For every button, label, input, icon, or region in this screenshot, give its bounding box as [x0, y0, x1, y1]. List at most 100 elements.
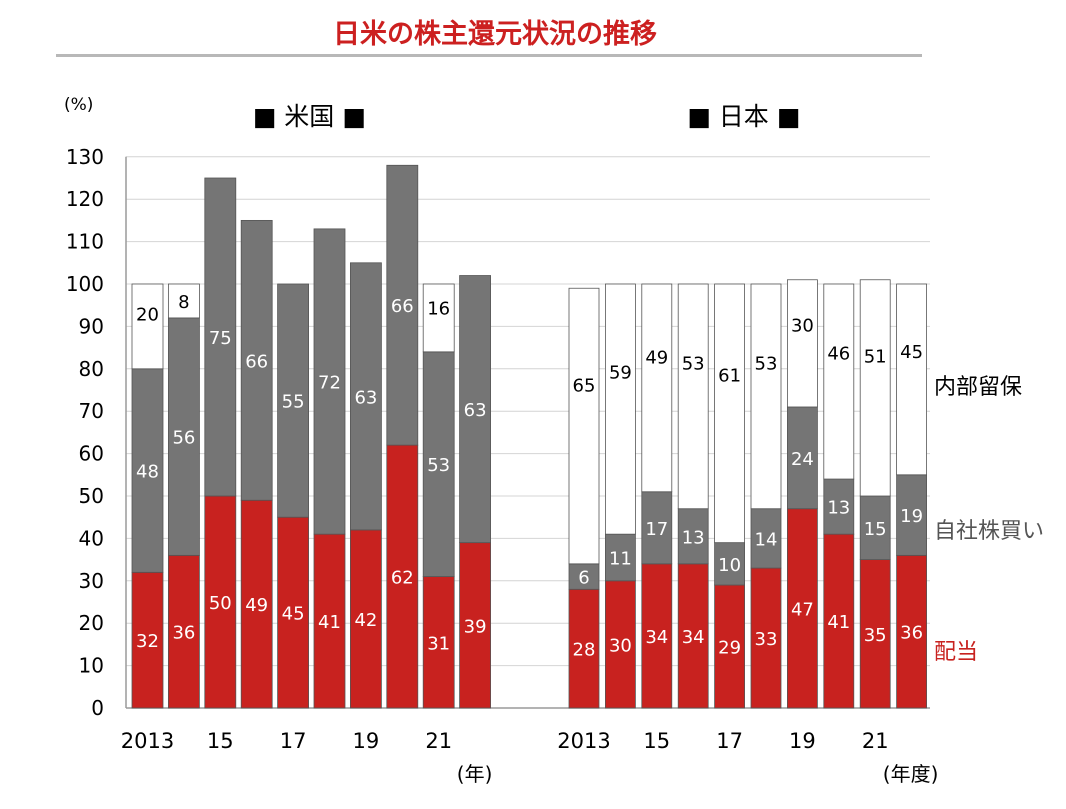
data-label-buyback: 53	[427, 455, 450, 476]
data-label-dividend: 31	[427, 633, 450, 654]
bar-segment-buyback	[131, 368, 164, 573]
y-tick-label: 80	[79, 357, 104, 381]
x-tick-label: 15	[643, 729, 670, 753]
data-label-buyback: 14	[755, 529, 778, 550]
x-tick-label: 17	[280, 729, 307, 753]
y-tick-label: 50	[79, 484, 104, 508]
y-tick-label: 70	[79, 399, 104, 423]
x-tick-label: 21	[862, 729, 889, 753]
panel-header: ■ 米国 ■	[253, 102, 366, 131]
bar-segment-buyback	[641, 491, 673, 565]
data-label-dividend: 34	[682, 627, 705, 648]
y-tick-label: 20	[79, 611, 104, 635]
y-unit-label: (%)	[64, 95, 93, 115]
bar-segment-dividend	[277, 516, 310, 709]
bar-segment-retained	[787, 279, 818, 408]
bar-segment-buyback	[568, 563, 600, 590]
y-tick-label: 60	[79, 442, 104, 466]
bar-segment-buyback	[750, 508, 782, 569]
data-label-buyback: 10	[718, 555, 741, 576]
legend-label-buyback: 自社株買い	[934, 519, 1044, 544]
legend-label-dividend: 配当	[934, 640, 978, 665]
bar-segment-retained	[605, 283, 636, 535]
bar-segment-retained	[859, 279, 891, 497]
bar-segment-dividend	[386, 444, 419, 709]
data-label-dividend: 28	[573, 640, 596, 661]
data-label-retained: 30	[791, 315, 814, 336]
bar-segment-dividend	[349, 529, 382, 709]
bar-segment-dividend	[859, 559, 891, 709]
data-label-buyback: 17	[645, 519, 668, 540]
y-tick-label: 110	[66, 230, 104, 254]
data-label-retained: 53	[682, 354, 705, 375]
bar-segment-dividend	[131, 571, 164, 709]
data-label-dividend: 36	[172, 623, 195, 644]
y-tick-label: 100	[66, 272, 104, 296]
data-label-dividend: 41	[318, 612, 341, 633]
data-label-retained: 49	[645, 348, 668, 369]
data-label-buyback: 6	[578, 568, 589, 589]
data-label-dividend: 35	[864, 625, 887, 646]
bar-segment-dividend	[240, 499, 273, 709]
bar-segment-retained	[167, 283, 200, 319]
bar-segment-buyback	[277, 283, 310, 518]
data-label-dividend: 33	[755, 629, 778, 650]
bar-segment-buyback	[313, 228, 346, 535]
bar-segment-retained	[896, 283, 927, 476]
data-label-buyback: 66	[245, 351, 268, 372]
data-label-buyback: 55	[282, 392, 305, 413]
bar-segment-dividend	[605, 580, 636, 709]
bar-segment-buyback	[422, 351, 455, 577]
y-tick-label: 10	[79, 654, 104, 678]
data-label-buyback: 56	[172, 428, 195, 449]
x-tick-label: 19	[353, 729, 380, 753]
bar-segment-retained	[750, 283, 782, 510]
bar-segment-retained	[422, 283, 455, 353]
data-label-buyback: 75	[209, 328, 232, 349]
bar-segment-dividend	[313, 533, 346, 709]
data-label-dividend: 39	[464, 616, 487, 637]
bar-segment-dividend	[568, 588, 600, 709]
legend-label-retained: 内部留保	[934, 375, 1022, 400]
x-tick-label: 2013	[557, 729, 610, 753]
title-underline	[56, 54, 922, 57]
y-tick-label: 90	[79, 314, 104, 338]
y-tick-label: 40	[79, 526, 104, 550]
data-label-buyback: 63	[354, 387, 377, 408]
bar-segment-dividend	[641, 563, 673, 709]
y-tick-label: 30	[79, 569, 104, 593]
data-label-retained: 65	[573, 376, 596, 397]
data-label-retained: 61	[718, 366, 741, 387]
data-label-buyback: 63	[464, 400, 487, 421]
data-label-buyback: 13	[827, 498, 850, 519]
x-unit-label: (年度)	[883, 762, 939, 786]
data-label-retained: 46	[827, 343, 850, 364]
y-tick-label: 120	[66, 187, 104, 211]
x-tick-label: 2013	[121, 729, 174, 753]
y-tick-label: 0	[91, 696, 104, 720]
bar-segment-buyback	[859, 495, 891, 560]
bar-segment-buyback	[167, 317, 200, 556]
bar-segment-buyback	[204, 177, 237, 497]
data-label-buyback: 15	[864, 519, 887, 540]
x-tick-label: 17	[716, 729, 743, 753]
data-label-buyback: 13	[682, 527, 705, 548]
bar-segment-retained	[823, 283, 855, 480]
bar-segment-retained	[641, 283, 673, 493]
data-label-buyback: 19	[900, 506, 923, 527]
data-label-dividend: 29	[718, 638, 741, 659]
data-label-retained: 51	[864, 346, 887, 367]
data-label-dividend: 30	[609, 635, 632, 656]
data-label-retained: 59	[609, 363, 632, 384]
data-label-retained: 16	[427, 299, 450, 320]
bar-segment-retained	[131, 283, 164, 370]
bar-segment-dividend	[823, 533, 855, 709]
x-tick-label: 19	[789, 729, 816, 753]
bar-segment-dividend	[896, 554, 927, 709]
x-unit-label: (年)	[457, 762, 493, 786]
data-label-dividend: 47	[791, 599, 814, 620]
data-label-buyback: 48	[136, 462, 159, 483]
bar-segment-buyback	[240, 219, 273, 501]
data-label-retained: 20	[136, 305, 159, 326]
